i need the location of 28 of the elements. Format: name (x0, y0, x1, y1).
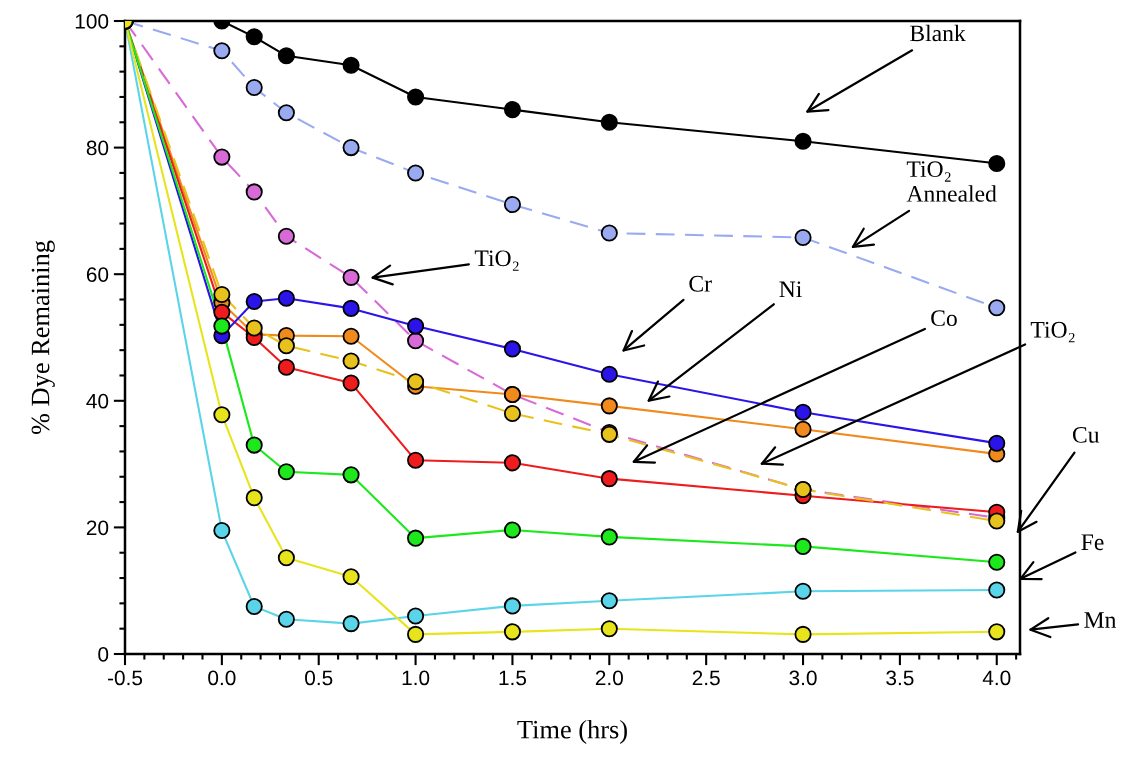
y-axis-title: % Dye Remaining (31, 240, 55, 435)
y-tick-label: 100 (75, 14, 109, 29)
x-tick-label: 4.0 (982, 670, 1011, 686)
x-tick-label: 3.0 (789, 670, 817, 686)
x-tick-label: -0.5 (107, 670, 143, 686)
text: Cu (1072, 426, 1100, 443)
y-tick-label: 0 (98, 647, 109, 662)
x-tick-label: 1.0 (402, 670, 430, 686)
x-tick-label: 2.5 (692, 670, 720, 686)
annotation: Ni (779, 281, 802, 298)
x-axis-title: Time (hrs) (517, 719, 627, 744)
y-tick-label: 80 (86, 140, 109, 156)
annotation: Blank (910, 24, 966, 42)
annotation: Cr (689, 275, 712, 292)
x-tick-label: 2.0 (595, 670, 623, 686)
y-tick-label: 40 (86, 393, 109, 409)
annotation: TiO₂ Annealed (906, 161, 997, 202)
y-tick-label: 60 (86, 267, 109, 282)
annotation: TiO₂ (474, 250, 519, 271)
x-tick-label: 0.0 (208, 670, 236, 686)
annotation: Co (931, 310, 957, 327)
x-tick-label: 1.5 (499, 670, 527, 686)
x-tick-label: 0.5 (305, 670, 333, 686)
y-tick-label: 20 (86, 520, 109, 536)
x-tick-label: 3.5 (886, 670, 914, 686)
text: Fe (1081, 534, 1104, 551)
text: Mn (1084, 612, 1117, 628)
text: TiO₂ (1030, 321, 1075, 343)
